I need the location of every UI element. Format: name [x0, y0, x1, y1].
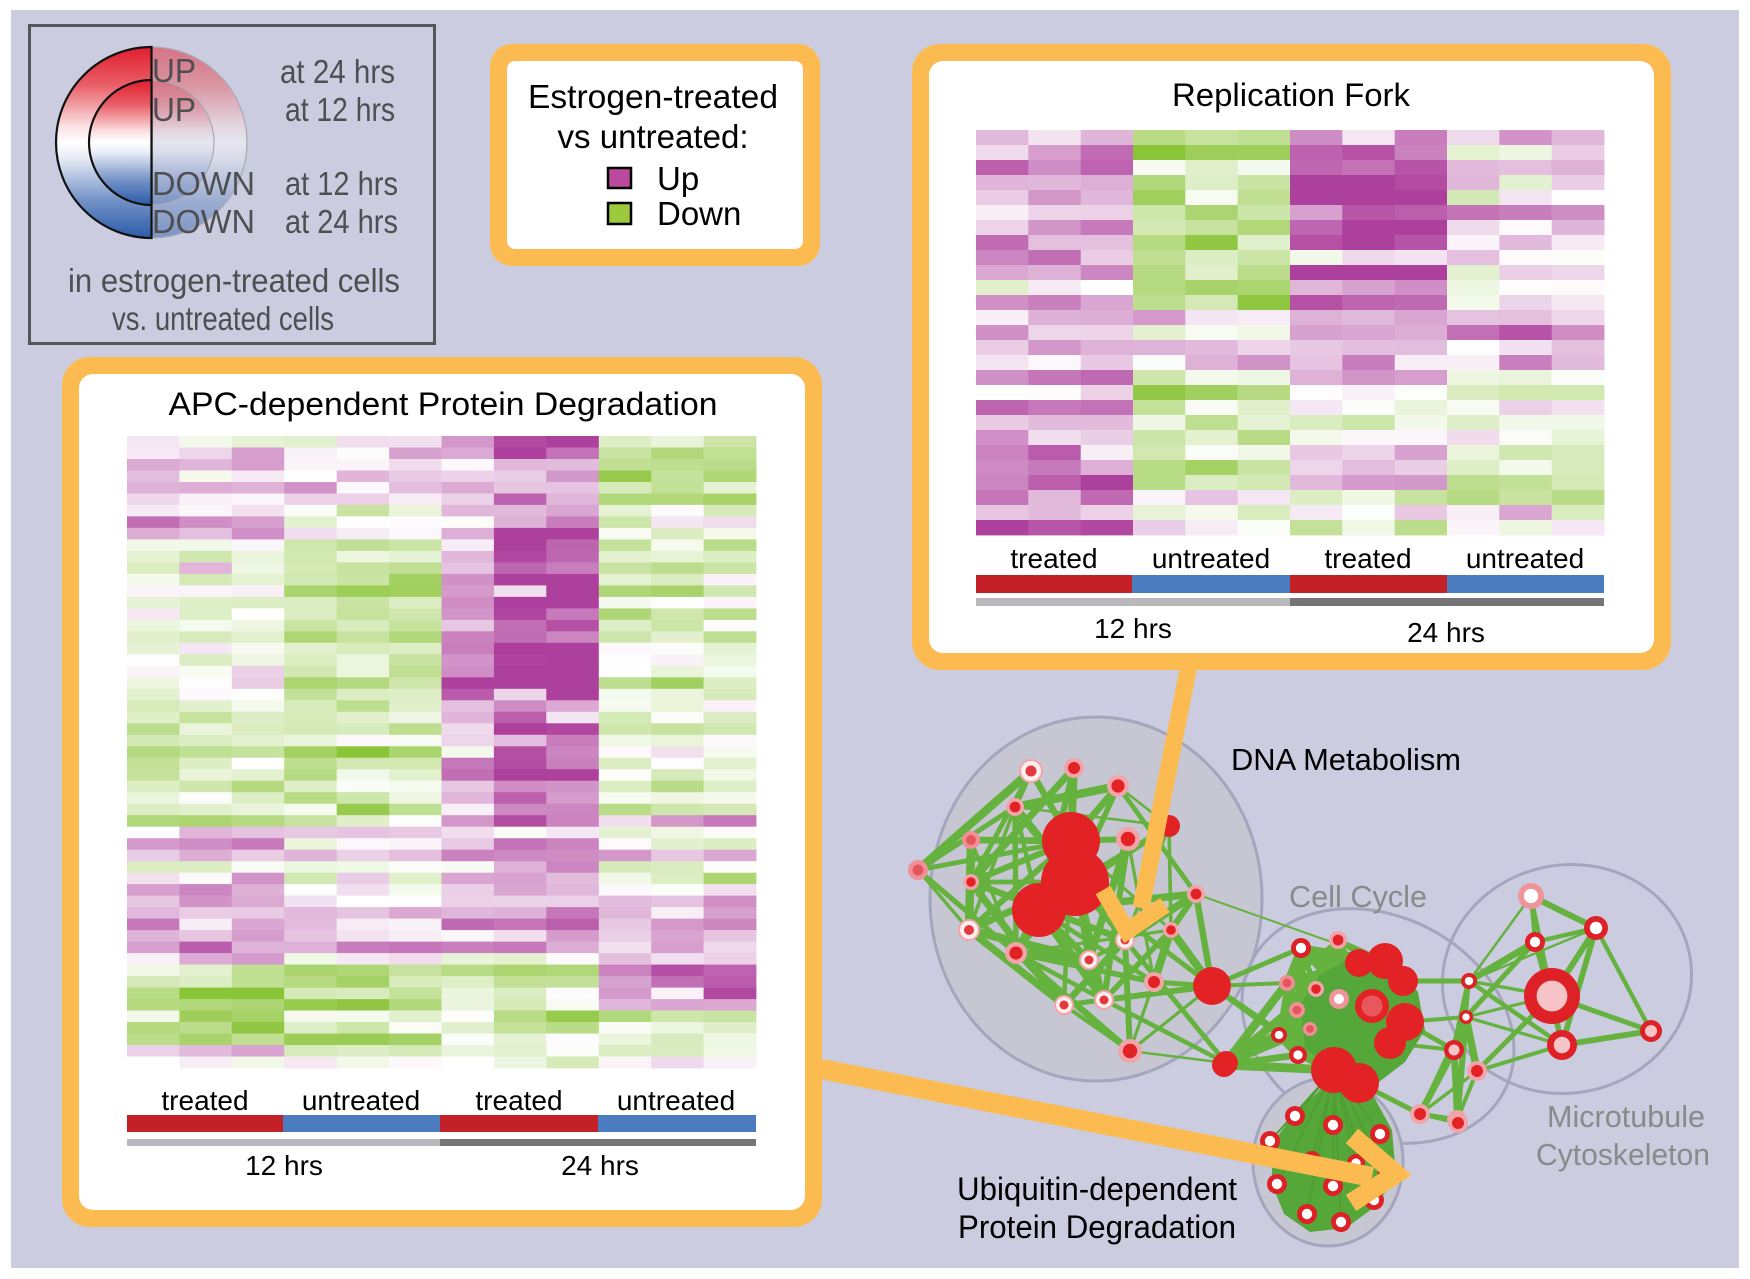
svg-text:DOWN: DOWN [152, 165, 255, 202]
svg-text:untreated: untreated [1152, 543, 1270, 574]
svg-text:untreated: untreated [617, 1085, 735, 1116]
svg-text:Protein Degradation: Protein Degradation [958, 1209, 1236, 1245]
svg-text:vs untreated:: vs untreated: [558, 118, 749, 155]
svg-text:12 hrs: 12 hrs [245, 1150, 323, 1181]
svg-text:UP: UP [152, 91, 196, 128]
svg-text:at 12 hrs: at 12 hrs [285, 91, 395, 128]
svg-text:Cell Cycle: Cell Cycle [1289, 879, 1427, 914]
svg-text:Ubiquitin-dependent: Ubiquitin-dependent [957, 1171, 1237, 1207]
svg-text:vs. untreated cells: vs. untreated cells [112, 300, 334, 337]
svg-text:at 12 hrs: at 12 hrs [285, 165, 398, 202]
svg-text:Microtubule: Microtubule [1547, 1099, 1705, 1134]
svg-text:treated: treated [161, 1085, 248, 1116]
svg-text:in estrogen-treated cells: in estrogen-treated cells [68, 262, 400, 299]
svg-text:treated: treated [475, 1085, 562, 1116]
svg-text:APC-dependent Protein Degradat: APC-dependent Protein Degradation [169, 386, 718, 422]
svg-text:12 hrs: 12 hrs [1094, 613, 1172, 644]
svg-text:24 hrs: 24 hrs [561, 1150, 639, 1181]
svg-text:Down: Down [657, 195, 741, 232]
svg-text:Replication Fork: Replication Fork [1172, 77, 1411, 113]
svg-text:treated: treated [1324, 543, 1411, 574]
svg-text:treated: treated [1010, 543, 1097, 574]
svg-text:UP: UP [152, 52, 196, 89]
svg-text:Up: Up [657, 160, 699, 197]
svg-text:untreated: untreated [302, 1085, 420, 1116]
svg-text:Estrogen-treated: Estrogen-treated [528, 78, 778, 115]
svg-text:at 24 hrs: at 24 hrs [280, 53, 395, 90]
svg-text:at 24 hrs: at 24 hrs [285, 203, 398, 240]
svg-text:DNA Metabolism: DNA Metabolism [1231, 742, 1461, 777]
svg-text:untreated: untreated [1466, 543, 1584, 574]
svg-text:DOWN: DOWN [152, 203, 255, 240]
svg-text:Cytoskeleton: Cytoskeleton [1536, 1137, 1710, 1172]
svg-text:24 hrs: 24 hrs [1407, 617, 1485, 648]
